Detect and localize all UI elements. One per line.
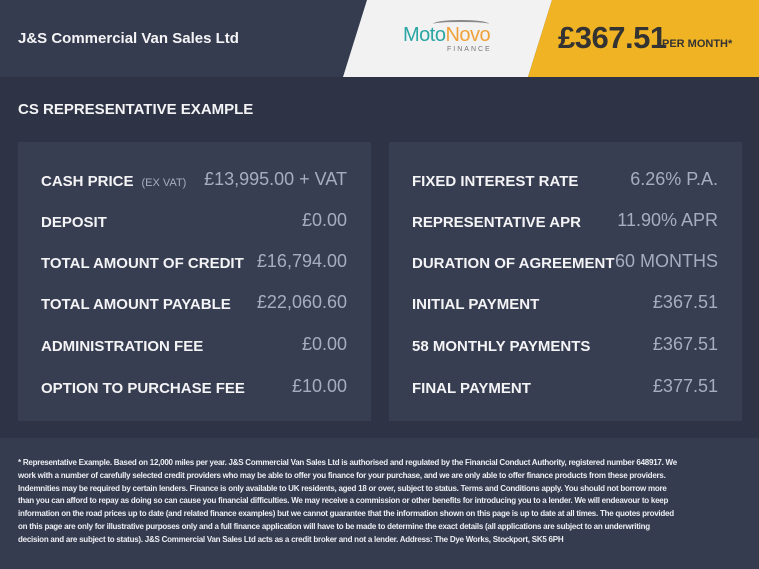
row-value: £377.51 bbox=[652, 376, 718, 396]
header: J&S Commercial Van Sales Ltd MotoNovo FI… bbox=[0, 0, 759, 77]
finance-details-left: CASH PRICE (EX VAT) £13,995.00 + VAT DEPOSI… bbox=[18, 142, 371, 421]
row-label: DURATION OF AGREEMENT bbox=[412, 255, 615, 272]
price-background bbox=[528, 0, 759, 77]
monthly-price: £367.51 bbox=[558, 20, 667, 55]
row-value: £22,060.60 bbox=[256, 292, 347, 312]
finance-row: 58 MONTHLY PAYMENTS £367.51 bbox=[412, 334, 718, 358]
dealer-name: J&S Commercial Van Sales Ltd bbox=[18, 30, 239, 47]
row-value: £10.00 bbox=[291, 376, 347, 396]
finance-row: ADMINISTRATION FEE £0.00 bbox=[41, 334, 347, 358]
row-label-text: 58 MONTHLY PAYMENTS bbox=[412, 338, 591, 355]
row-label-text: TOTAL AMOUNT PAYABLE bbox=[41, 296, 231, 313]
finance-row: OPTION TO PURCHASE FEE £10.00 bbox=[41, 376, 347, 400]
row-label-text: FINAL PAYMENT bbox=[412, 380, 531, 397]
logo-background bbox=[343, 0, 552, 77]
row-value: 6.26% P.A. bbox=[630, 169, 718, 189]
finance-row: TOTAL AMOUNT OF CREDIT £16,794.00 bbox=[41, 251, 347, 275]
row-label: CASH PRICE (EX VAT) bbox=[41, 173, 186, 190]
logo-novo: Novo bbox=[445, 24, 491, 46]
finance-row: TOTAL AMOUNT PAYABLE £22,060.60 bbox=[41, 292, 347, 316]
finance-row: DURATION OF AGREEMENT 60 MONTHS bbox=[412, 251, 718, 275]
logo-moto: Moto bbox=[403, 24, 446, 46]
row-value: £16,794.00 bbox=[256, 251, 347, 271]
row-label-text: REPRESENTATIVE APR bbox=[412, 214, 581, 231]
finance-row: FINAL PAYMENT £377.51 bbox=[412, 376, 718, 400]
row-value: 11.90% APR bbox=[617, 210, 718, 230]
row-label-text: FIXED INTEREST RATE bbox=[412, 173, 579, 190]
row-label: ADMINISTRATION FEE bbox=[41, 338, 203, 355]
disclaimer: * Representative Example. Based on 12,00… bbox=[18, 458, 677, 544]
row-label: INITIAL PAYMENT bbox=[412, 296, 539, 313]
logo-finance: FINANCE bbox=[447, 46, 492, 53]
motonovo-logo: MotoNovo FINANCE bbox=[403, 20, 503, 53]
row-label: REPRESENTATIVE APR bbox=[412, 214, 581, 231]
row-value: £367.51 bbox=[652, 334, 718, 354]
row-label: DEPOSIT bbox=[41, 214, 107, 231]
row-value: £0.00 bbox=[301, 210, 347, 230]
row-label: TOTAL AMOUNT PAYABLE bbox=[41, 296, 231, 313]
row-label-text: OPTION TO PURCHASE FEE bbox=[41, 380, 245, 397]
finance-row: INITIAL PAYMENT £367.51 bbox=[412, 292, 718, 316]
row-value: £13,995.00 + VAT bbox=[204, 169, 347, 189]
row-label-text: CASH PRICE bbox=[41, 173, 134, 190]
footer: * Representative Example. Based on 12,00… bbox=[0, 438, 759, 569]
row-label: FIXED INTEREST RATE bbox=[412, 173, 578, 190]
finance-details-right: FIXED INTEREST RATE 6.26% P.A. REPRESENTAT… bbox=[389, 142, 742, 421]
finance-row: FIXED INTEREST RATE 6.26% P.A. bbox=[412, 169, 718, 193]
row-label-text: INITIAL PAYMENT bbox=[412, 296, 540, 313]
row-label-text: DURATION OF AGREEMENT bbox=[412, 255, 615, 272]
row-label-text: ADMINISTRATION FEE bbox=[41, 338, 204, 355]
row-value: 60 MONTHS bbox=[614, 251, 718, 271]
row-value: £367.51 bbox=[652, 292, 718, 312]
row-label: FINAL PAYMENT bbox=[412, 380, 531, 397]
section-title: CS REPRESENTATIVE EXAMPLE bbox=[18, 101, 254, 118]
finance-row: CASH PRICE (EX VAT) £13,995.00 + VAT bbox=[41, 169, 347, 193]
row-label-text: DEPOSIT bbox=[41, 214, 107, 231]
row-value: £0.00 bbox=[301, 334, 347, 354]
row-label: 58 MONTHLY PAYMENTS bbox=[412, 338, 590, 355]
row-label: OPTION TO PURCHASE FEE bbox=[41, 380, 245, 397]
row-label: TOTAL AMOUNT OF CREDIT bbox=[41, 255, 244, 272]
finance-row: REPRESENTATIVE APR 11.90% APR bbox=[412, 210, 718, 234]
car-swoosh-icon bbox=[433, 20, 489, 28]
row-sublabel: (EX VAT) bbox=[141, 177, 187, 189]
finance-row: DEPOSIT £0.00 bbox=[41, 210, 347, 234]
row-label-text: TOTAL AMOUNT OF CREDIT bbox=[41, 255, 244, 272]
per-month-label: PER MONTH* bbox=[662, 38, 733, 50]
